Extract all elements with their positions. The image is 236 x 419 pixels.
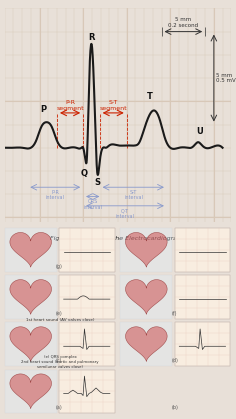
Bar — [59, 275, 114, 318]
Text: 5 mm
0.2 second: 5 mm 0.2 second — [168, 17, 198, 28]
Polygon shape — [126, 233, 167, 267]
Text: T: T — [146, 92, 152, 101]
Bar — [5, 228, 57, 272]
Text: P-R
segment: P-R segment — [56, 100, 84, 111]
Text: (e): (e) — [56, 311, 62, 316]
Polygon shape — [10, 374, 51, 409]
Bar — [175, 228, 230, 272]
Text: (g): (g) — [56, 264, 63, 269]
Text: (f): (f) — [172, 311, 177, 316]
Text: (a): (a) — [56, 405, 62, 410]
Bar — [5, 323, 57, 366]
Text: U: U — [197, 127, 203, 136]
Text: Q: Q — [80, 168, 88, 178]
Bar — [120, 323, 172, 366]
Text: R: R — [88, 33, 95, 42]
Text: (d): (d) — [171, 358, 178, 363]
Text: (b): (b) — [171, 405, 178, 410]
Bar — [59, 228, 114, 272]
Text: 5 mm
0.5 mV: 5 mm 0.5 mV — [216, 72, 235, 83]
Polygon shape — [10, 233, 51, 267]
Text: P: P — [40, 105, 46, 114]
Text: QRS
interval: QRS interval — [83, 199, 102, 210]
Text: S: S — [94, 178, 101, 187]
Text: (e) QRS complex
2nd heart sound (aortic and pulmonary
semilunar valves close): (e) QRS complex 2nd heart sound (aortic … — [21, 355, 99, 369]
Bar — [59, 323, 114, 366]
Text: (c): (c) — [56, 358, 62, 363]
Text: S-T
segment: S-T segment — [99, 100, 127, 111]
Bar — [5, 370, 57, 413]
Bar — [175, 323, 230, 366]
Bar — [5, 275, 57, 318]
Bar — [175, 275, 230, 318]
Text: Q-T
interval: Q-T interval — [116, 208, 135, 219]
Text: P-R
interval: P-R interval — [46, 189, 65, 200]
Text: 1st heart sound (AV valves close): 1st heart sound (AV valves close) — [26, 318, 94, 321]
Bar — [120, 275, 172, 318]
Text: Figure 10: Showing the Electrocardiogram.: Figure 10: Showing the Electrocardiogram… — [50, 236, 186, 241]
Polygon shape — [10, 279, 51, 314]
Bar — [59, 370, 114, 413]
Polygon shape — [126, 279, 167, 314]
Bar — [120, 228, 172, 272]
Text: S-T
interval: S-T interval — [124, 189, 143, 200]
Polygon shape — [10, 327, 51, 362]
Polygon shape — [126, 327, 167, 362]
